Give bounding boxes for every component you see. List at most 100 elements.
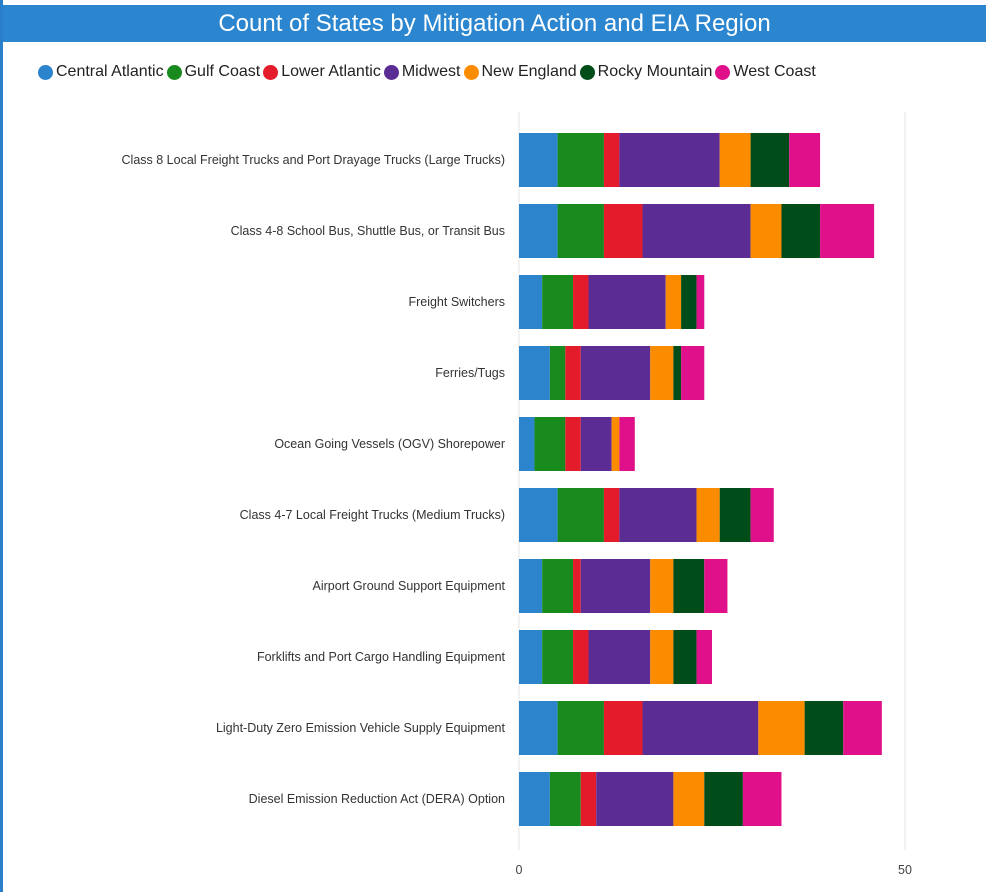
category-label: Class 4-8 School Bus, Shuttle Bus, or Tr… [231, 224, 505, 238]
bar-segment[interactable] [719, 488, 751, 542]
bar-segment[interactable] [696, 630, 712, 684]
bar-segment[interactable] [750, 204, 782, 258]
bar-segment[interactable] [519, 417, 535, 471]
bar-segment[interactable] [758, 701, 805, 755]
bar-segment[interactable] [704, 772, 743, 826]
bar-segment[interactable] [619, 133, 720, 187]
legend-item[interactable]: Rocky Mountain [579, 63, 713, 81]
bar-segment[interactable] [719, 133, 751, 187]
bar-segment[interactable] [588, 275, 666, 329]
bar-segment[interactable] [542, 559, 574, 613]
bar-segment[interactable] [650, 559, 674, 613]
bar-segment[interactable] [704, 559, 728, 613]
bar-segment[interactable] [789, 133, 821, 187]
legend-label: Lower Atlantic [281, 63, 381, 80]
bar-segment[interactable] [820, 204, 875, 258]
bar-segment[interactable] [673, 346, 682, 400]
bar-segment[interactable] [519, 275, 543, 329]
bar-segment[interactable] [519, 346, 550, 400]
legend-dot-icon [383, 64, 399, 80]
bar-segment[interactable] [603, 204, 643, 258]
bar-segment[interactable] [519, 488, 558, 542]
bar-segment[interactable] [534, 417, 566, 471]
bar-segment[interactable] [603, 701, 643, 755]
bar-segment[interactable] [696, 275, 705, 329]
bar-segment[interactable] [519, 701, 558, 755]
bar-segment[interactable] [673, 559, 705, 613]
bar-segment[interactable] [557, 701, 604, 755]
bar-segment[interactable] [519, 559, 543, 613]
bar-segment[interactable] [642, 204, 751, 258]
bar-segment[interactable] [549, 346, 566, 400]
legend-dot-icon [579, 64, 595, 80]
bar-segment[interactable] [619, 417, 635, 471]
legend-item[interactable]: Lower Atlantic [263, 63, 381, 81]
bar-segment[interactable] [781, 204, 821, 258]
bar-segment[interactable] [742, 772, 782, 826]
legend-item[interactable]: Midwest [383, 63, 461, 81]
bar-segment[interactable] [681, 346, 705, 400]
legend-label: Midwest [401, 63, 461, 80]
bar-segment[interactable] [565, 417, 581, 471]
legend-label: West Coast [733, 63, 816, 80]
bar-segment[interactable] [519, 630, 543, 684]
bar-segment[interactable] [843, 701, 882, 755]
bar-segment[interactable] [573, 275, 589, 329]
category-label: Forklifts and Port Cargo Handling Equipm… [257, 650, 506, 664]
category-label: Ocean Going Vessels (OGV) Shorepower [274, 437, 505, 451]
bar-segment[interactable] [557, 204, 604, 258]
legend-label: Central Atlantic [56, 63, 164, 80]
bar-segment[interactable] [750, 133, 790, 187]
legend-label: Rocky Mountain [597, 63, 713, 80]
bar-segment[interactable] [549, 772, 581, 826]
bar-segment[interactable] [519, 133, 558, 187]
category-label: Class 8 Local Freight Trucks and Port Dr… [122, 153, 505, 167]
bar-segment[interactable] [611, 417, 620, 471]
bar-segment[interactable] [542, 630, 574, 684]
legend-label: New England [481, 63, 577, 80]
bar-segment[interactable] [603, 488, 620, 542]
chart-title: Count of States by Mitigation Action and… [3, 5, 986, 42]
x-tick-label: 0 [516, 863, 523, 877]
bar-segment[interactable] [519, 772, 550, 826]
category-label: Freight Switchers [408, 295, 505, 309]
bar-segment[interactable] [673, 772, 705, 826]
bar-segment[interactable] [565, 346, 581, 400]
bar-segment[interactable] [642, 701, 759, 755]
bar-segment[interactable] [696, 488, 720, 542]
bar-segment[interactable] [650, 346, 674, 400]
bar-segment[interactable] [588, 630, 651, 684]
bar-segment[interactable] [681, 275, 697, 329]
bar-segment[interactable] [519, 204, 558, 258]
legend-item[interactable]: Gulf Coast [166, 63, 260, 81]
legend-dot-icon [263, 64, 279, 80]
category-label: Class 4-7 Local Freight Trucks (Medium T… [240, 508, 505, 522]
chart-legend: Central Atlantic Gulf Coast Lower Atlantic… [38, 60, 819, 84]
bar-segment[interactable] [750, 488, 774, 542]
bar-segment[interactable] [580, 772, 597, 826]
bar-segment[interactable] [580, 417, 612, 471]
bar-segment[interactable] [557, 133, 604, 187]
legend-item[interactable]: New England [463, 63, 577, 81]
bar-segment[interactable] [603, 133, 620, 187]
bar-segment[interactable] [580, 559, 651, 613]
bar-segment[interactable] [665, 275, 682, 329]
legend-item[interactable]: West Coast [715, 63, 816, 81]
bar-segment[interactable] [804, 701, 844, 755]
bar-segment[interactable] [673, 630, 697, 684]
bar-segment[interactable] [542, 275, 574, 329]
x-tick-label: 50 [898, 863, 912, 877]
bar-segment[interactable] [619, 488, 697, 542]
legend-item[interactable]: Central Atlantic [38, 63, 164, 81]
bar-segment[interactable] [596, 772, 674, 826]
category-label: Light-Duty Zero Emission Vehicle Supply … [216, 721, 506, 735]
bar-segment[interactable] [580, 346, 651, 400]
category-label: Diesel Emission Reduction Act (DERA) Opt… [249, 792, 505, 806]
bar-segment[interactable] [573, 559, 581, 613]
bar-segment[interactable] [557, 488, 604, 542]
bar-segment[interactable] [573, 630, 589, 684]
legend-dot-icon [715, 64, 731, 80]
bar-segment[interactable] [650, 630, 674, 684]
